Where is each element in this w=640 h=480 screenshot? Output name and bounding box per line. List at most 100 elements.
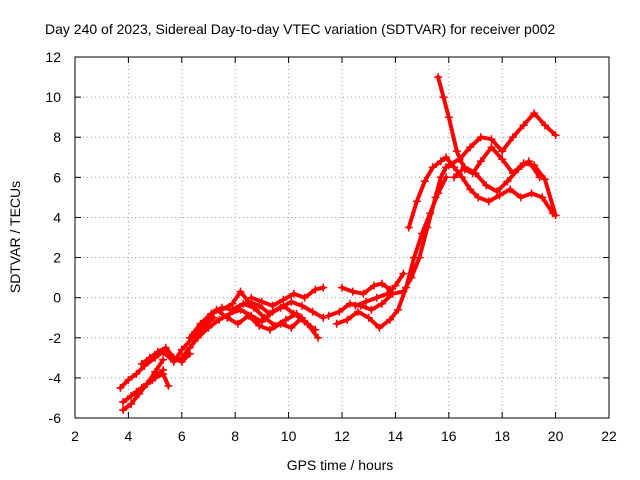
x-tick-label: 12 bbox=[334, 428, 350, 444]
data-point bbox=[372, 293, 381, 302]
y-tick-label: 10 bbox=[45, 89, 61, 105]
data-point bbox=[466, 143, 475, 152]
data-point bbox=[538, 193, 547, 202]
data-point bbox=[159, 355, 168, 364]
data-point bbox=[484, 197, 493, 206]
data-point bbox=[476, 133, 485, 142]
data-point bbox=[127, 391, 136, 400]
y-tick-label: 2 bbox=[53, 250, 61, 266]
series-satellite-track-12 bbox=[332, 173, 451, 332]
data-point bbox=[159, 369, 168, 378]
data-point bbox=[247, 293, 256, 302]
data-point bbox=[314, 333, 322, 342]
data-point bbox=[410, 253, 419, 262]
data-point bbox=[348, 287, 357, 296]
data-point bbox=[492, 187, 501, 196]
data-point bbox=[434, 73, 443, 82]
data-point bbox=[303, 319, 312, 328]
data-point bbox=[434, 189, 443, 198]
data-point bbox=[153, 347, 162, 356]
data-point bbox=[177, 353, 186, 362]
y-tick-label: -2 bbox=[49, 330, 62, 346]
data-point bbox=[498, 155, 507, 164]
series-satellite-track-17 bbox=[444, 109, 560, 170]
x-tick-label: 20 bbox=[548, 428, 564, 444]
data-point bbox=[540, 175, 549, 184]
x-tick-label: 16 bbox=[441, 428, 457, 444]
x-tick-label: 4 bbox=[125, 428, 133, 444]
data-point bbox=[276, 303, 285, 312]
data-point bbox=[257, 297, 266, 306]
tick-layer bbox=[74, 56, 610, 419]
y-tick-label: 6 bbox=[53, 169, 61, 185]
data-point bbox=[276, 319, 285, 328]
data-point bbox=[450, 173, 459, 182]
x-tick-labels: 2 4 6 8 10 12 14 16 18 20 22 bbox=[71, 428, 617, 444]
series-satellite-track-14 bbox=[351, 269, 408, 310]
data-point bbox=[343, 315, 352, 324]
y-tick-label: 4 bbox=[53, 209, 61, 225]
data-point bbox=[119, 406, 128, 414]
data-point bbox=[386, 315, 395, 324]
x-tick-label: 10 bbox=[281, 428, 297, 444]
data-point bbox=[514, 165, 523, 174]
data-point bbox=[354, 307, 362, 316]
data-point bbox=[444, 161, 453, 170]
series-satellite-track-4 bbox=[132, 369, 173, 396]
x-tick-label: 8 bbox=[231, 428, 239, 444]
data-point bbox=[402, 283, 411, 292]
data-point bbox=[132, 369, 141, 378]
data-point bbox=[311, 285, 320, 294]
data-point bbox=[527, 189, 536, 198]
data-point bbox=[364, 313, 373, 322]
data-point bbox=[378, 279, 386, 288]
data-point bbox=[404, 223, 413, 232]
data-point bbox=[185, 343, 194, 352]
data-point bbox=[215, 315, 224, 324]
series-satellite-track-9 bbox=[217, 287, 328, 322]
data-point bbox=[436, 157, 445, 166]
data-point bbox=[375, 323, 384, 332]
series-satellite-track-18 bbox=[450, 157, 544, 196]
data-point bbox=[265, 309, 274, 318]
data-point bbox=[452, 147, 461, 156]
data-point bbox=[324, 311, 333, 320]
data-point bbox=[474, 193, 483, 202]
x-axis-label: GPS time / hours bbox=[287, 457, 394, 473]
data-point bbox=[524, 157, 533, 166]
data-point bbox=[145, 353, 154, 362]
y-tick-labels: -6 -4 -2 0 2 4 6 8 10 12 bbox=[45, 49, 61, 426]
data-point bbox=[297, 313, 306, 322]
data-point bbox=[239, 299, 248, 308]
data-point bbox=[265, 325, 274, 334]
data-point bbox=[164, 381, 173, 390]
data-point bbox=[351, 301, 360, 310]
data-point bbox=[394, 305, 403, 314]
data-point bbox=[458, 173, 467, 182]
y-tick-label: 0 bbox=[53, 290, 61, 306]
data-point bbox=[260, 313, 269, 322]
data-point bbox=[137, 359, 146, 368]
data-point bbox=[420, 177, 429, 186]
data-point bbox=[161, 343, 170, 352]
data-point bbox=[116, 383, 125, 392]
data-point bbox=[460, 163, 469, 172]
y-tick-label: -4 bbox=[49, 370, 62, 386]
data-point bbox=[201, 317, 210, 326]
data-point bbox=[362, 297, 370, 306]
data-layer bbox=[116, 73, 560, 414]
data-point bbox=[506, 185, 515, 194]
series-satellite-track-8 bbox=[191, 305, 306, 336]
data-point bbox=[281, 315, 290, 324]
data-point bbox=[300, 293, 309, 302]
data-point bbox=[450, 163, 459, 172]
series-trace bbox=[353, 271, 406, 308]
data-point bbox=[503, 177, 512, 186]
data-point bbox=[370, 281, 378, 290]
data-point bbox=[551, 211, 560, 220]
data-point bbox=[169, 353, 178, 362]
data-point bbox=[217, 305, 226, 314]
data-point bbox=[367, 305, 376, 314]
y-tick-label: 8 bbox=[53, 129, 61, 145]
